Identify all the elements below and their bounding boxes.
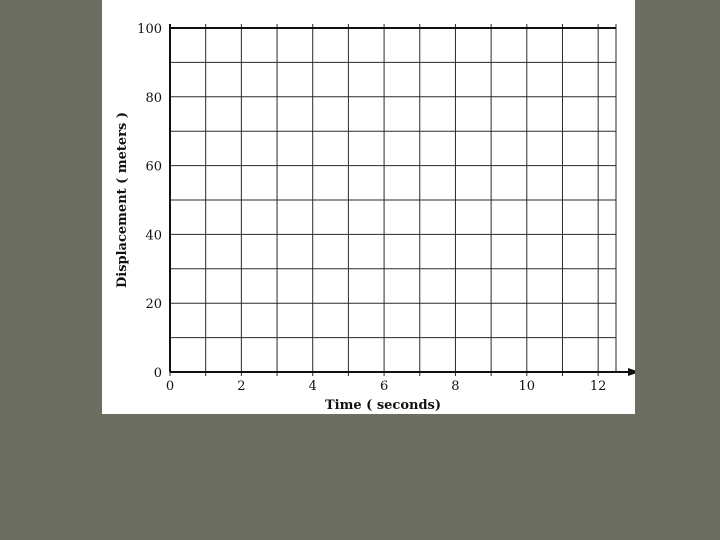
x-tick-label-6: 6: [380, 379, 388, 394]
graph-paper: 0 2 4 6 8 10 12 0 20 40 60 80 100 Time ( seconds) Di…: [102, 0, 635, 414]
y-tick-label-60: 60: [145, 160, 162, 175]
axes: [169, 24, 635, 376]
x-tick-label-2: 2: [237, 379, 245, 394]
blank-graph-chart: 0 2 4 6 8 10 12 0 20 40 60 80 100 Time ( seconds) Di…: [115, 22, 635, 413]
x-tick-label-12: 12: [590, 379, 607, 394]
tick-labels: 0 2 4 6 8 10 12 0 20 40 60 80 100: [137, 22, 606, 394]
y-tick-label-20: 20: [145, 297, 162, 312]
y-tick-label-0: 0: [154, 366, 162, 381]
x-tick-label-0: 0: [166, 379, 174, 394]
x-tick-label-8: 8: [451, 379, 459, 394]
y-tick-label-40: 40: [145, 228, 162, 243]
grid: [169, 24, 617, 376]
y-tick-label-100: 100: [137, 22, 162, 37]
x-tick-label-10: 10: [519, 379, 536, 394]
x-tick-label-4: 4: [309, 379, 317, 394]
y-axis-title: Displacement ( meters ): [115, 112, 130, 288]
y-tick-label-80: 80: [145, 91, 162, 106]
x-axis-arrow: [628, 368, 635, 376]
x-axis-title: Time ( seconds): [325, 398, 441, 413]
